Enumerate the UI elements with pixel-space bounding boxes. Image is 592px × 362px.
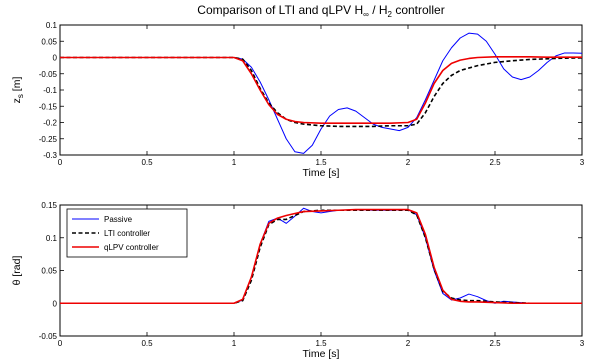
bottom-ytick-label: 0 bbox=[53, 299, 58, 308]
top-series-qlpv bbox=[60, 56, 582, 124]
top-ytick-label: -0.25 bbox=[39, 135, 58, 144]
top-ytick-label: 0.1 bbox=[46, 21, 58, 30]
bottom-ytick-label: 0.15 bbox=[41, 201, 57, 210]
bottom-xtick-label: 0 bbox=[58, 339, 63, 348]
chart-title: Comparison of LTI and qLPV H∞ / H2 contr… bbox=[197, 3, 444, 19]
top-xtick-label: 2.5 bbox=[489, 158, 501, 167]
legend-label-lti: LTI controller bbox=[104, 229, 150, 238]
top-xtick-label: 1.5 bbox=[315, 158, 327, 167]
title-middle: / H bbox=[369, 3, 388, 17]
bottom-xtick-label: 2 bbox=[406, 339, 411, 348]
top-xtick-label: 0.5 bbox=[141, 158, 153, 167]
bottom-xtick-label: 1 bbox=[232, 339, 237, 348]
bottom-x-axis-label: Time [s] bbox=[303, 348, 340, 360]
title-suffix: controller bbox=[392, 3, 445, 17]
title-subscript-2: 2 bbox=[388, 10, 393, 19]
bottom-xtick-label: 0.5 bbox=[141, 339, 153, 348]
bottom-xtick-label: 2.5 bbox=[489, 339, 501, 348]
top-x-axis-label: Time [s] bbox=[303, 167, 340, 179]
legend-label-qlpv: qLPV controller bbox=[104, 243, 159, 252]
top-plot-frame bbox=[59, 24, 583, 156]
top-ytick-label: -0.3 bbox=[43, 151, 57, 160]
top-ytick-label: 0 bbox=[53, 54, 58, 63]
bottom-series-qlpv bbox=[60, 208, 582, 305]
bottom-ytick-label: -0.05 bbox=[39, 332, 58, 341]
top-xtick-label: 3 bbox=[580, 158, 585, 167]
top-xtick-label: 2 bbox=[406, 158, 411, 167]
top-ytick-label: -0.15 bbox=[39, 102, 58, 111]
top-plot-zs: 0 0.5 1 1.5 2 2.5 3 -0.3 -0.25 -0.2 -0.15 -0.1 -0.05… bbox=[11, 21, 585, 179]
top-ytick-label: -0.05 bbox=[39, 70, 58, 79]
bottom-y-axis-label: θ [rad] bbox=[11, 256, 23, 286]
bottom-xtick-label: 1.5 bbox=[315, 339, 327, 348]
top-xtick-label: 1 bbox=[232, 158, 237, 167]
top-y-axis-label: zs [m] bbox=[11, 77, 25, 104]
top-xtick-label: 0 bbox=[58, 158, 63, 167]
bottom-ytick-label: 0.05 bbox=[41, 267, 57, 276]
top-ytick-label: -0.2 bbox=[43, 119, 57, 128]
bottom-xtick-label: 3 bbox=[580, 339, 585, 348]
title-subscript-infinity: ∞ bbox=[363, 10, 369, 19]
title-prefix: Comparison of LTI and qLPV H bbox=[197, 3, 363, 17]
top-ytick-label: 0.05 bbox=[41, 37, 57, 46]
legend-label-passive: Passive bbox=[104, 215, 133, 224]
top-series-lti bbox=[60, 56, 583, 128]
top-series-passive bbox=[60, 32, 583, 154]
top-ytick-label: -0.1 bbox=[43, 86, 57, 95]
bottom-ytick-label: 0.1 bbox=[46, 234, 58, 243]
